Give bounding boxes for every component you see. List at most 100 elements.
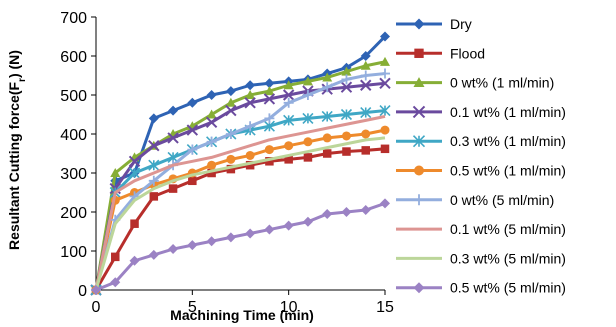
legend-swatch-marker xyxy=(414,48,424,58)
legend-swatch-marker xyxy=(413,18,425,30)
series-1 xyxy=(91,144,390,295)
data-point xyxy=(341,131,351,141)
data-point xyxy=(245,160,255,170)
data-point xyxy=(340,81,353,93)
y-tick-label: 600 xyxy=(60,49,87,66)
data-point xyxy=(283,80,294,90)
legend-swatch-marker xyxy=(412,105,426,119)
data-point xyxy=(283,97,294,108)
data-point xyxy=(167,132,179,144)
data-point xyxy=(322,72,333,82)
x-tick-label: 15 xyxy=(376,299,394,316)
data-point xyxy=(340,108,353,121)
legend-item: 0.3 wt% (1 ml/min) xyxy=(396,133,566,149)
y-tick-label: 500 xyxy=(60,88,87,105)
data-point xyxy=(303,153,313,162)
data-point xyxy=(322,133,332,143)
legend-swatch-marker xyxy=(413,77,425,87)
data-point xyxy=(111,252,120,262)
data-point xyxy=(148,139,160,152)
data-point xyxy=(322,82,333,93)
data-point xyxy=(187,144,198,155)
legend-label: 0.3 wt% (1 ml/min) xyxy=(450,133,566,149)
data-point xyxy=(91,285,101,295)
data-point xyxy=(302,216,313,227)
legend-label: 0.5 wt% (5 ml/min) xyxy=(450,280,566,296)
data-point xyxy=(225,232,236,243)
series-line xyxy=(94,60,386,291)
data-point xyxy=(264,78,275,89)
series-line xyxy=(94,81,386,291)
legend-item: 0 wt% (1 ml/min) xyxy=(396,75,554,91)
legend-item: 0 wt% (5 ml/min) xyxy=(396,192,554,208)
data-point xyxy=(380,31,390,42)
y-tick-label: 200 xyxy=(60,205,87,222)
x-tick-label: 0 xyxy=(92,299,101,316)
data-point xyxy=(322,208,333,219)
data-point xyxy=(282,89,295,101)
data-point xyxy=(284,141,294,151)
data-point xyxy=(130,219,139,228)
data-point xyxy=(380,198,390,209)
data-point xyxy=(129,255,140,266)
data-point xyxy=(188,176,197,186)
data-point xyxy=(263,93,276,105)
data-point xyxy=(225,97,236,107)
legend-item: 0.1 wt% (1 ml/min) xyxy=(396,104,566,120)
data-point xyxy=(110,168,121,177)
series-line xyxy=(95,202,386,292)
data-point xyxy=(341,74,352,85)
data-point xyxy=(379,105,391,117)
legend-label: 0 wt% (1 ml/min) xyxy=(450,75,554,91)
data-point xyxy=(379,77,391,90)
legend-item: 0.5 wt% (5 ml/min) xyxy=(396,280,566,296)
y-axis-title-main: Resultant Cutting force(F xyxy=(6,82,22,250)
data-point xyxy=(226,164,236,174)
x-tick-label: 5 xyxy=(188,299,197,316)
data-point xyxy=(302,90,313,100)
data-point xyxy=(245,121,256,132)
data-point xyxy=(380,56,390,66)
data-point xyxy=(207,168,216,178)
data-point xyxy=(148,113,159,124)
series-7 xyxy=(94,114,386,291)
legend-item: 0.5 wt% (1 ml/min) xyxy=(396,163,566,179)
x-axis-title: Machining Time (min) xyxy=(170,307,314,323)
data-point xyxy=(302,112,314,124)
series-line xyxy=(94,114,386,291)
series-line xyxy=(94,136,386,291)
data-point xyxy=(187,97,198,108)
legend-label: 0 wt% (5 ml/min) xyxy=(450,192,554,208)
data-point xyxy=(342,147,351,156)
data-point xyxy=(187,240,198,251)
y-tick-label: 400 xyxy=(60,127,87,144)
data-point xyxy=(244,97,256,109)
x-tick-label: 10 xyxy=(280,299,298,316)
data-point xyxy=(245,80,256,91)
y-tick-label: 300 xyxy=(60,166,87,183)
series-line xyxy=(94,72,386,291)
chart-legend: Dry Flood 0 wt% (1 ml/min) 0.1 wt% (1 ml/mi… xyxy=(396,16,566,296)
data-point xyxy=(148,249,159,260)
data-point xyxy=(264,145,274,155)
data-point xyxy=(245,90,256,99)
series-line xyxy=(94,109,386,291)
y-axis-title-subscript: r xyxy=(17,78,28,82)
data-point xyxy=(360,51,371,61)
series-line xyxy=(94,35,387,291)
data-point xyxy=(265,157,274,166)
data-point xyxy=(168,105,179,116)
legend-swatch-marker xyxy=(413,194,425,206)
data-point xyxy=(321,110,333,123)
data-point xyxy=(110,277,121,288)
legend-label: 0.3 wt% (5 ml/min) xyxy=(450,250,566,266)
data-point xyxy=(361,146,370,155)
legend-item: Flood xyxy=(396,45,485,61)
data-point xyxy=(361,129,371,139)
legend-item: 0.3 wt% (5 ml/min) xyxy=(396,250,566,266)
data-point xyxy=(148,159,160,171)
data-point xyxy=(380,144,390,154)
legend-swatch-marker xyxy=(414,165,424,176)
data-point xyxy=(303,137,313,147)
data-point xyxy=(186,124,199,136)
